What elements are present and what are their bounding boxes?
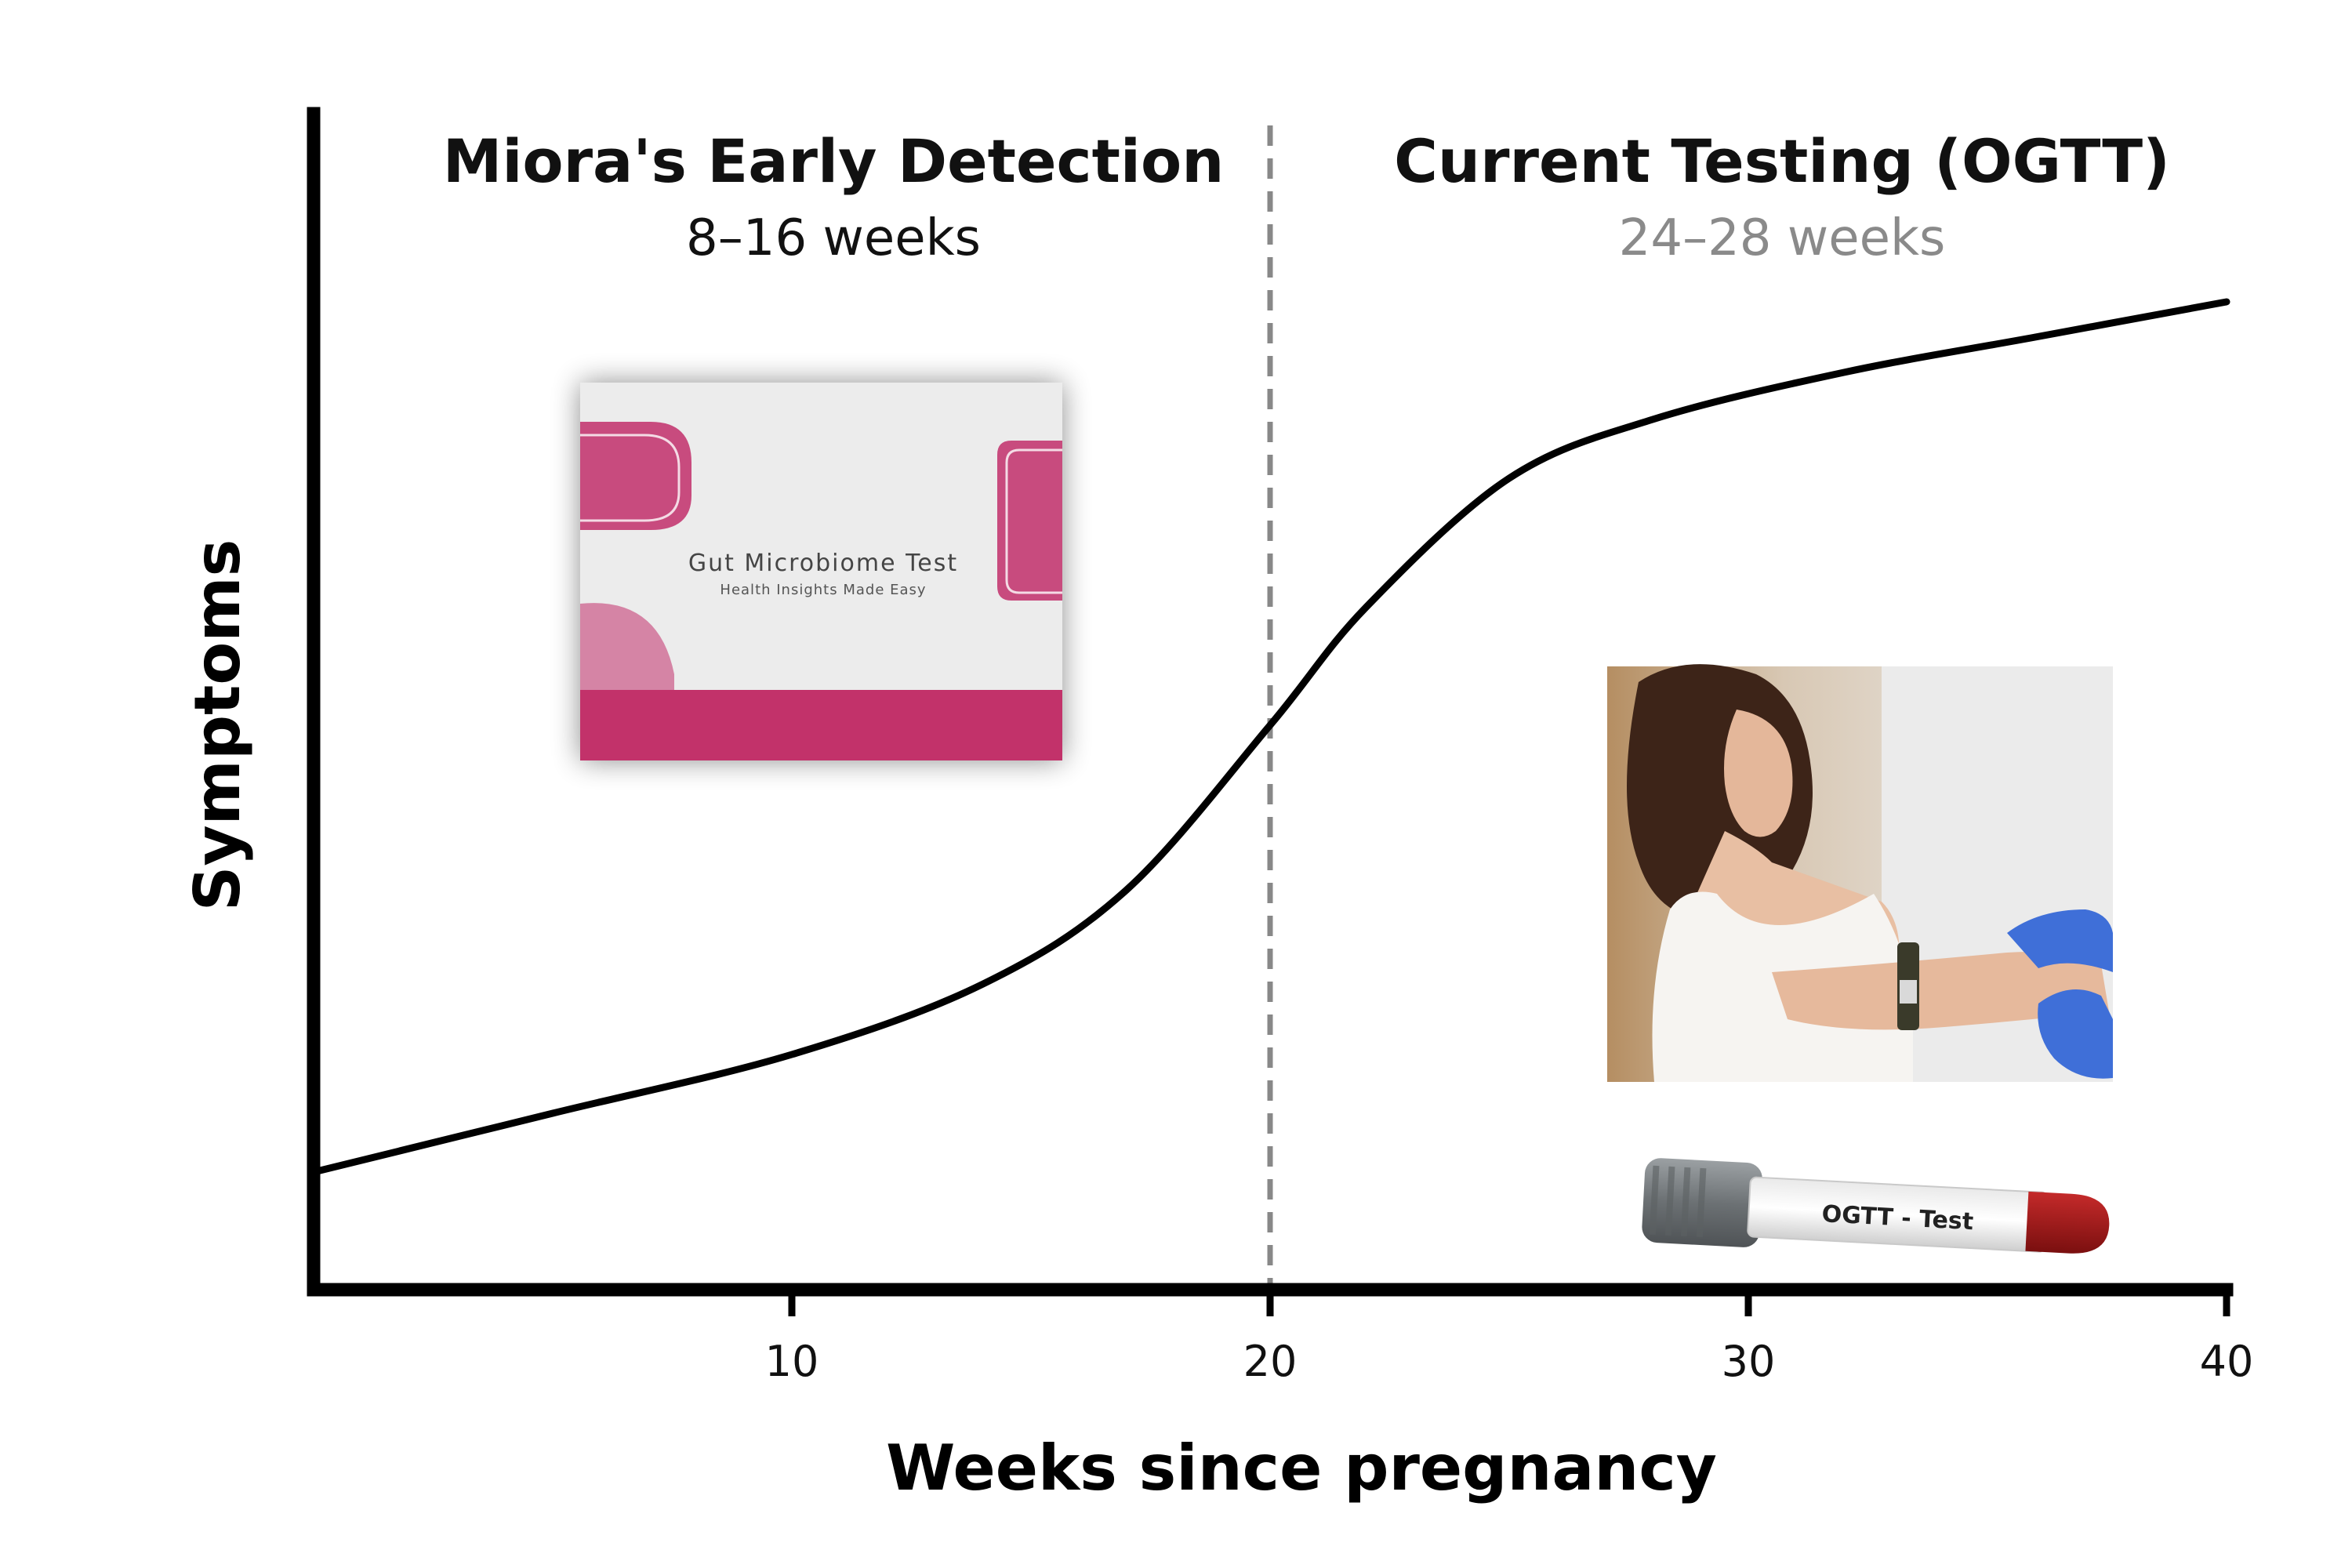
ogtt-test-tube: OGTT - Test [1642,1158,2110,1254]
microbiome-kit-box: Gut Microbiome Test Health Insights Made… [580,383,1062,760]
kit-title: Gut Microbiome Test [688,550,958,577]
symptom-curve [310,298,2230,1176]
early-detection-subtitle: 8–16 weeks [686,209,981,267]
early-detection-title: Miora's Early Detection [443,126,1225,196]
y-axis-title: Symptoms [181,539,254,912]
current-testing-subtitle: 24–28 weeks [1619,209,1946,267]
current-testing-title: Current Testing (OGTT) [1394,126,2170,196]
x-tick-label: 10 [765,1337,819,1386]
x-tick-label: 40 [2200,1337,2254,1386]
x-axis-title: Weeks since pregnancy [886,1432,1717,1504]
x-tick-label: 20 [1243,1337,1298,1386]
kit-subtitle: Health Insights Made Easy [720,582,926,598]
x-tick-label: 30 [1722,1337,1776,1386]
x-ticks: 10 20 30 40 [765,1290,2254,1386]
blood-draw-photo: blood-draw-photo-icon [1607,664,2113,1082]
